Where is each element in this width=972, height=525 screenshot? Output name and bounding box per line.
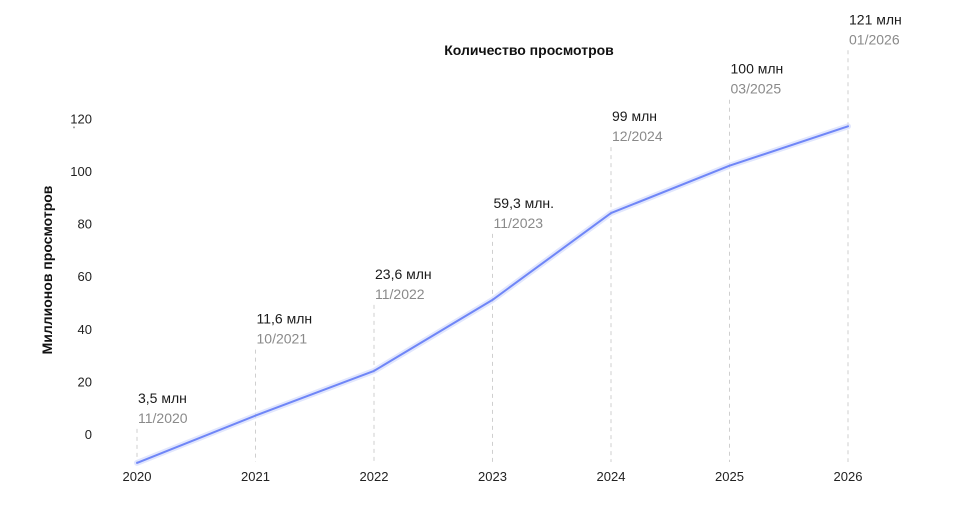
- y-tick-dot: [73, 126, 75, 129]
- series-line: [136, 125, 849, 464]
- annotation-date: 11/2020: [138, 410, 188, 426]
- y-tick-label: 40: [78, 322, 92, 337]
- annotation-value: 23,6 млн: [375, 266, 432, 282]
- annotation-value: 121 млн: [849, 11, 902, 27]
- annotation-labels: 3,5 млн 11/2020 11,6 млн 10/2021 23,6 млн 11/…: [138, 11, 902, 426]
- annotation-value: 11,6 млн: [257, 311, 313, 327]
- annotation-value: 59,3 млн.: [494, 195, 555, 211]
- annotation-date: 10/2021: [257, 331, 308, 347]
- y-tick-label: 120: [70, 111, 92, 126]
- annotation-guides: [136, 50, 849, 462]
- y-tick-label: 0: [85, 427, 92, 442]
- annotation-value: 100 млн: [731, 61, 784, 77]
- annotation-date: 12/2024: [612, 128, 663, 144]
- y-tick-label: 20: [78, 374, 92, 389]
- y-tick-label: 100: [70, 164, 92, 179]
- annotation-date: 11/2022: [375, 286, 425, 302]
- x-tick-label: 2023: [478, 469, 507, 484]
- x-tick-label: 2021: [241, 469, 270, 484]
- series-group: [134, 123, 851, 466]
- annotation-value: 3,5 млн: [138, 390, 187, 406]
- x-tick-label: 2025: [715, 469, 744, 484]
- x-tick-label: 2022: [360, 469, 389, 484]
- annotation-date: 03/2025: [731, 81, 782, 97]
- x-tick-label: 2024: [597, 469, 626, 484]
- x-tick-label: 2020: [123, 469, 152, 484]
- x-axis-ticks: 2020 2021 2022 2023 2024 2025 2026: [123, 469, 863, 484]
- y-axis-ticks: 0 20 40 60 80 100 120: [70, 111, 92, 442]
- y-tick-label: 60: [78, 269, 92, 284]
- x-tick-label: 2026: [834, 469, 863, 484]
- y-tick-label: 80: [78, 217, 92, 232]
- annotation-value: 99 млн: [612, 108, 657, 124]
- annotation-date: 01/2026: [849, 31, 900, 47]
- chart-title: Количество просмотров: [444, 42, 614, 58]
- annotation-date: 11/2023: [494, 215, 544, 231]
- y-axis-label: Миллионов просмотров: [39, 185, 55, 354]
